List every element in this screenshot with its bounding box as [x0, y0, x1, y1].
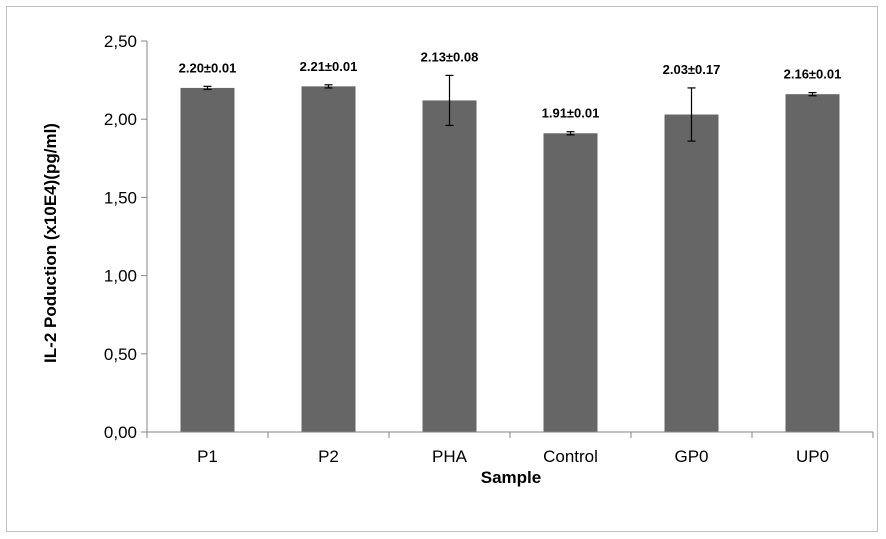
bar	[664, 114, 719, 433]
x-tick-label: PHA	[432, 447, 468, 466]
y-tick-label: 1,00	[104, 267, 137, 286]
data-label: 2.13±0.08	[421, 49, 479, 64]
data-label: 2.20±0.01	[179, 60, 237, 75]
y-tick-label: 2,50	[104, 32, 137, 51]
x-axis-title: Sample	[481, 468, 541, 487]
data-label: 2.21±0.01	[300, 59, 358, 74]
bar	[785, 94, 840, 433]
x-tick-label: GP0	[674, 447, 708, 466]
x-tick-label: Control	[543, 447, 598, 466]
x-tick-label: UP0	[796, 447, 829, 466]
bar-chart: 0,00 0,50 1,00 1,50 2,00 2,50 2.20±0.01 P1 2.21±…	[41, 32, 874, 487]
bar	[422, 100, 477, 432]
y-axis-title: IL-2 Poduction (x10E4)(pg/ml)	[41, 123, 60, 363]
bar	[543, 133, 598, 432]
y-tick-label: 0,50	[104, 345, 137, 364]
data-label: 1.91±0.01	[542, 106, 600, 121]
chart-frame: 0,00 0,50 1,00 1,50 2,00 2,50 2.20±0.01 P1 2.21±…	[6, 6, 878, 532]
y-tick-label: 2,00	[104, 110, 137, 129]
data-label: 2.16±0.01	[784, 67, 842, 82]
bar	[301, 86, 356, 432]
bar	[180, 87, 235, 433]
x-tick-label: P2	[318, 447, 339, 466]
y-tick-label: 0,00	[104, 423, 137, 442]
data-label: 2.03±0.17	[663, 62, 721, 77]
x-tick-label: P1	[197, 447, 218, 466]
y-tick-label: 1,50	[104, 188, 137, 207]
